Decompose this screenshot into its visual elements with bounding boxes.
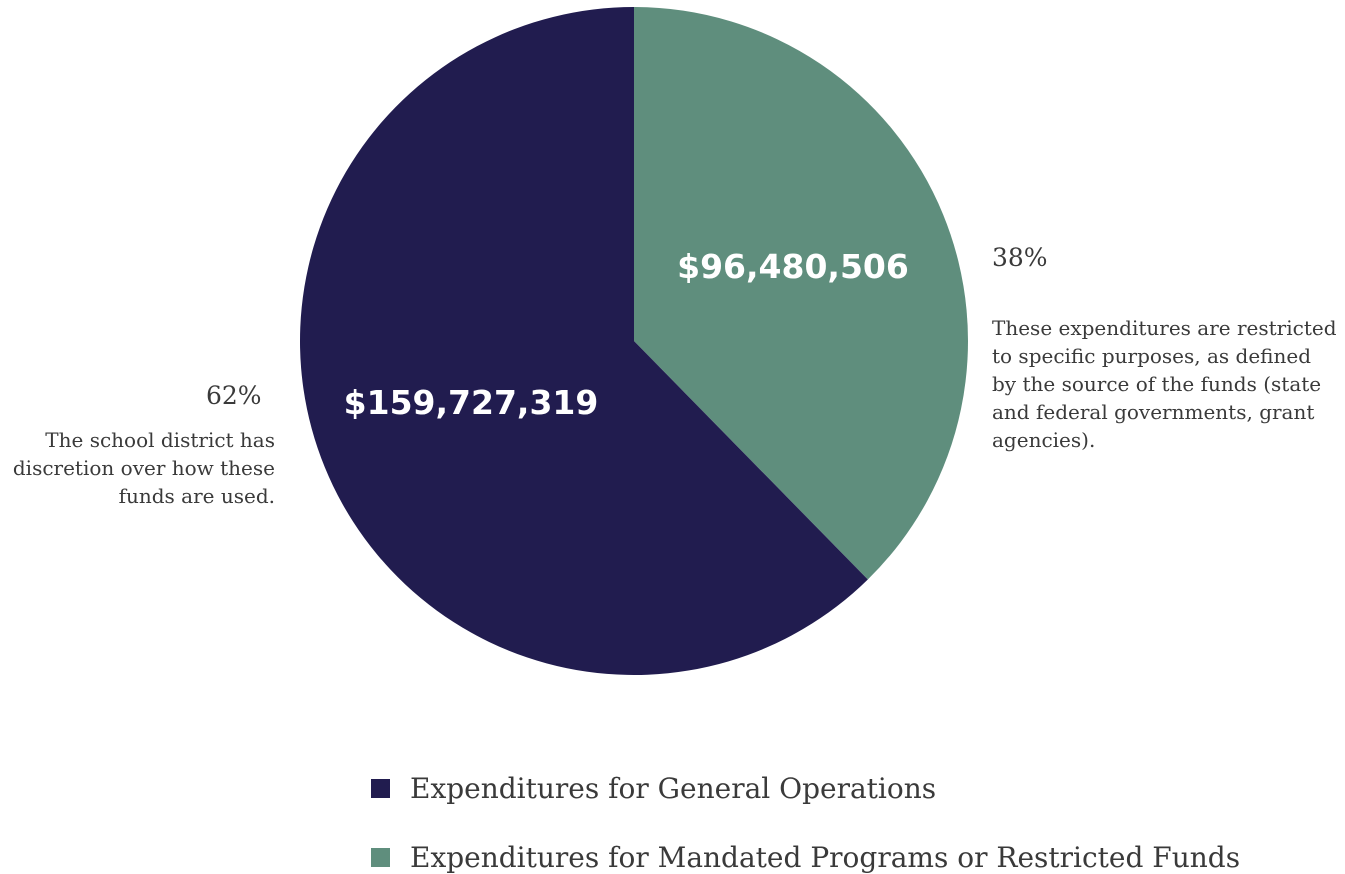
note-restricted: These expenditures are restricted to spe… bbox=[992, 316, 1337, 452]
legend-item-general: Expenditures for General Operations bbox=[371, 772, 936, 805]
legend-label-general: Expenditures for General Operations bbox=[410, 772, 937, 805]
legend-item-restricted: Expenditures for Mandated Programs or Re… bbox=[371, 841, 1240, 874]
legend-swatch-general bbox=[371, 779, 390, 798]
pie-slice-general bbox=[300, 7, 868, 675]
pie-slice-restricted bbox=[634, 7, 969, 580]
percent-label-restricted: 38% bbox=[992, 243, 1048, 272]
percent-label-general: 62% bbox=[206, 381, 262, 410]
legend-label-restricted: Expenditures for Mandated Programs or Re… bbox=[410, 841, 1241, 874]
note-general: The school district has discretion over … bbox=[12, 428, 275, 508]
slice-value-label-restricted: $96,480,506 bbox=[677, 247, 909, 286]
legend-swatch-restricted bbox=[371, 848, 390, 867]
slice-value-label-general: $159,727,319 bbox=[344, 383, 599, 422]
